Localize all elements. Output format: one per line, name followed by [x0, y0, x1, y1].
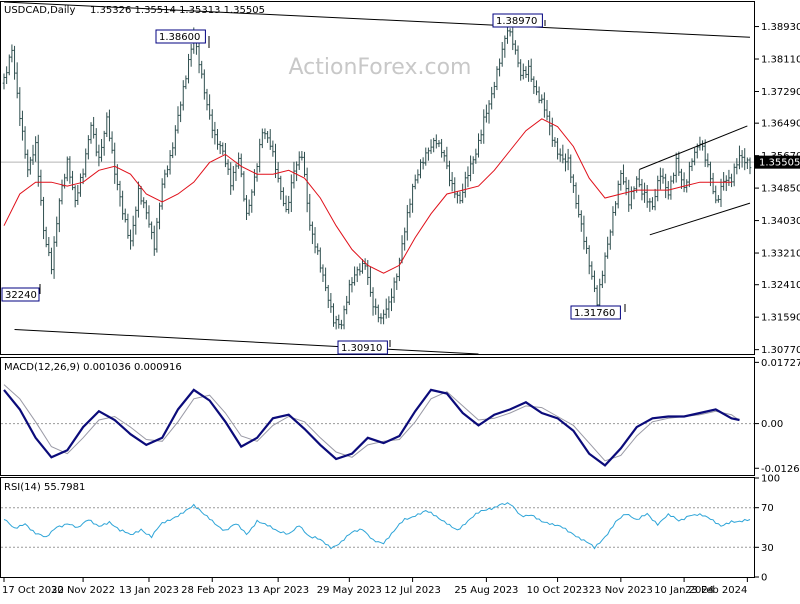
- rsi-tick-label: 30: [761, 543, 774, 554]
- rsi-tick-label: 70: [761, 503, 774, 514]
- price-tick-label: 1.32410: [761, 280, 800, 291]
- rsi-label: RSI(14) 55.7981: [4, 482, 85, 493]
- rsi-tick-label: 100: [761, 474, 780, 485]
- price-callout-label: 32240: [5, 290, 37, 301]
- symbol-label: USDCAD,Daily: [4, 5, 75, 16]
- price-callout-label: 1.38600: [159, 32, 200, 43]
- macd-label: MACD(12,26,9) 0.001036 0.000916: [4, 362, 182, 373]
- price-callout: 1.31760: [571, 304, 625, 319]
- macd-tick-label: 0.00: [761, 419, 783, 430]
- time-tick-label: 29 May 2023: [317, 585, 382, 596]
- price-tick-label: 1.37290: [761, 87, 800, 98]
- price-tick-label: 1.34030: [761, 216, 800, 227]
- macd-tick-label: 0.01727: [761, 358, 800, 369]
- price-tick-label: 1.31590: [761, 313, 800, 324]
- time-tick-label: 12 Jul 2023: [384, 585, 441, 596]
- watermark: ActionForex.com: [289, 55, 472, 80]
- rsi-tick-label: 0: [761, 573, 767, 584]
- time-tick-label: 10 Oct 2023: [527, 585, 589, 596]
- price-callout: 1.30910: [338, 340, 390, 354]
- price-tick-label: 1.30770: [761, 345, 800, 356]
- price-callout-label: 1.31760: [574, 308, 615, 319]
- time-tick-label: 30 Nov 2022: [51, 585, 115, 596]
- price-tick-label: 1.33210: [761, 249, 800, 260]
- price-tick-label: 1.34850: [761, 184, 800, 195]
- time-tick-label: 13 Jan 2023: [119, 585, 179, 596]
- time-tick-label: 28 Feb 2023: [181, 585, 243, 596]
- time-tick-label: 25 Aug 2023: [454, 585, 518, 596]
- price-tick-label: 1.36490: [761, 119, 800, 130]
- price-tick-label: 1.38110: [761, 55, 800, 66]
- time-tick-label: 23 Feb 2024: [685, 585, 747, 596]
- price-callout: 1.38970: [493, 14, 545, 27]
- time-tick-label: 23 Nov 2023: [589, 585, 653, 596]
- price-tick-label: 1.38930: [761, 22, 800, 33]
- current-price-label: 1.35505: [759, 158, 800, 169]
- price-callout-label: 1.30910: [341, 343, 382, 354]
- time-tick-label: 13 Apr 2023: [247, 585, 309, 596]
- price-callout-label: 1.38970: [496, 16, 537, 27]
